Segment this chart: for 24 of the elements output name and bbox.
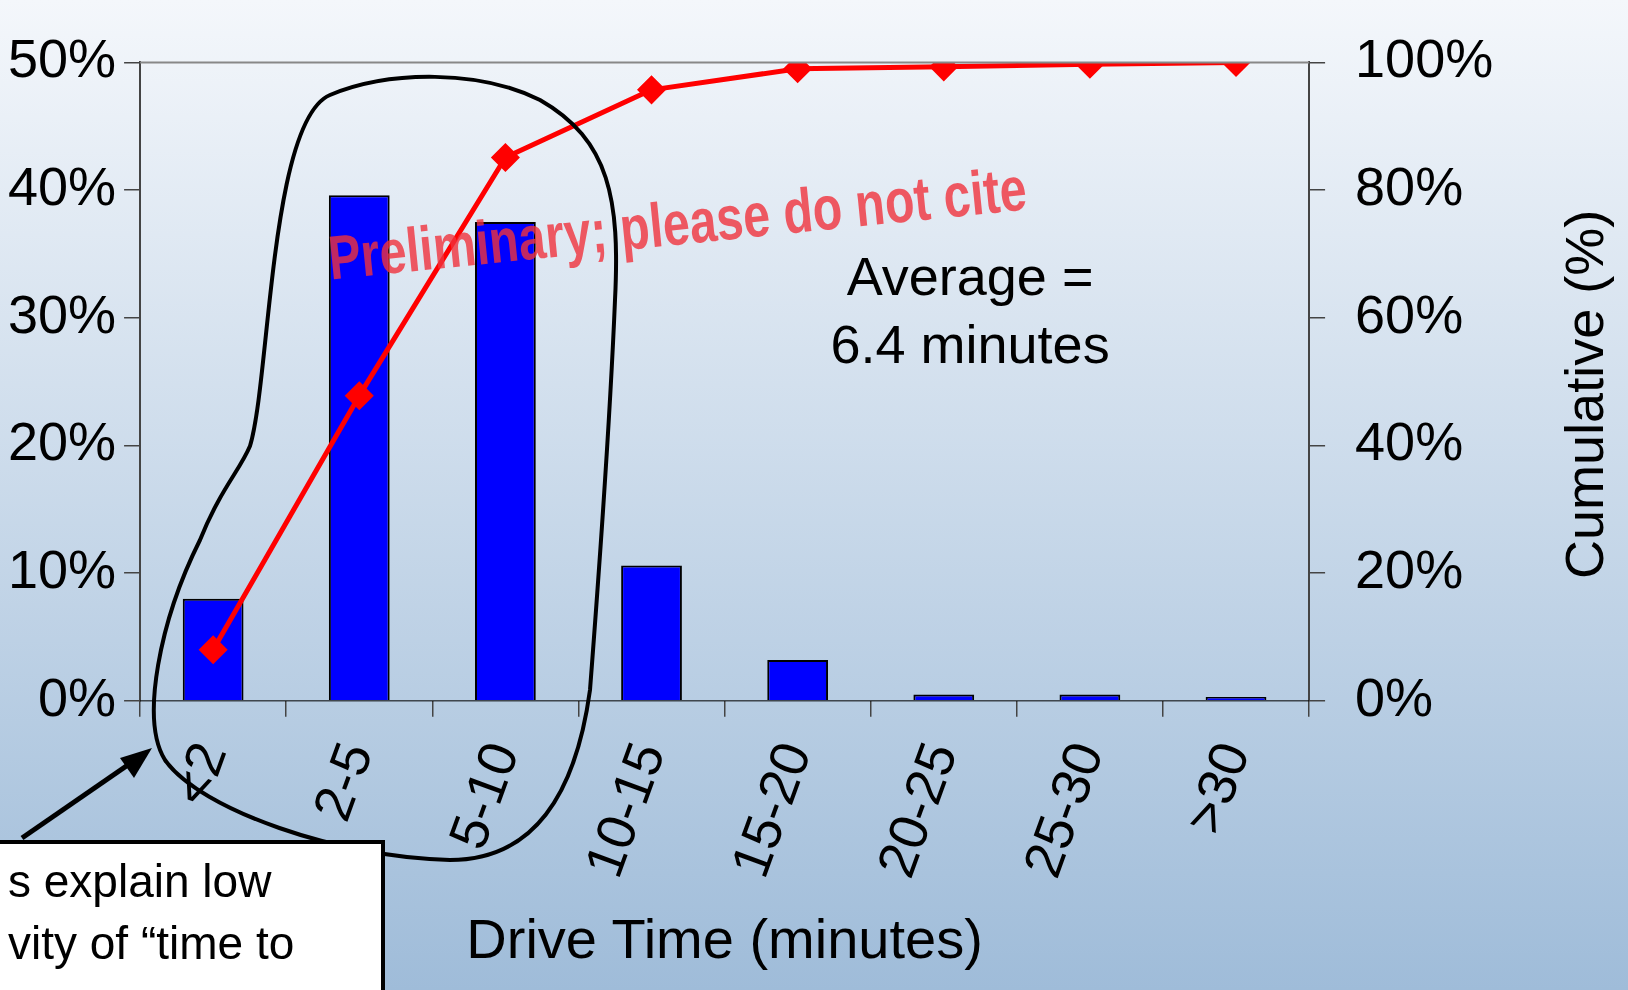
x-tick-label: 15-20	[718, 734, 822, 885]
y2-tick-label: 80%	[1355, 155, 1464, 216]
x-tick-label: 2-5	[300, 734, 384, 829]
y2-tick-label: 0%	[1355, 666, 1434, 727]
y2-tick-label: 100%	[1355, 28, 1494, 89]
y-tick-label: 20%	[7, 411, 117, 472]
y-tick-label: 40%	[7, 155, 117, 216]
x-tick-label: 5-10	[436, 734, 530, 857]
x-tick-label: <2	[160, 734, 238, 813]
y-tick-label: 50%	[7, 28, 117, 89]
x-tick-label: 10-15	[572, 734, 676, 885]
x-tick-label: >30	[1172, 734, 1261, 841]
x-tick-label: 20-25	[864, 734, 969, 885]
y2-axis-title: Cumulative (%)	[1553, 209, 1614, 579]
y2-tick-label: 20%	[1355, 539, 1464, 600]
y-tick-label: 10%	[7, 539, 117, 600]
y2-tick-label: 60%	[1355, 283, 1464, 344]
y2-tick-label: 40%	[1355, 411, 1464, 472]
y-tick-label: 0%	[38, 666, 117, 727]
y-tick-label: 30%	[7, 283, 117, 344]
text-box: s explain low vity of “time to	[0, 840, 385, 990]
x-tick-label: 25-30	[1010, 734, 1115, 885]
annotation: Average = 6.4 minutes	[830, 246, 1110, 375]
x-axis-title: Drive Time (minutes)	[466, 906, 983, 970]
